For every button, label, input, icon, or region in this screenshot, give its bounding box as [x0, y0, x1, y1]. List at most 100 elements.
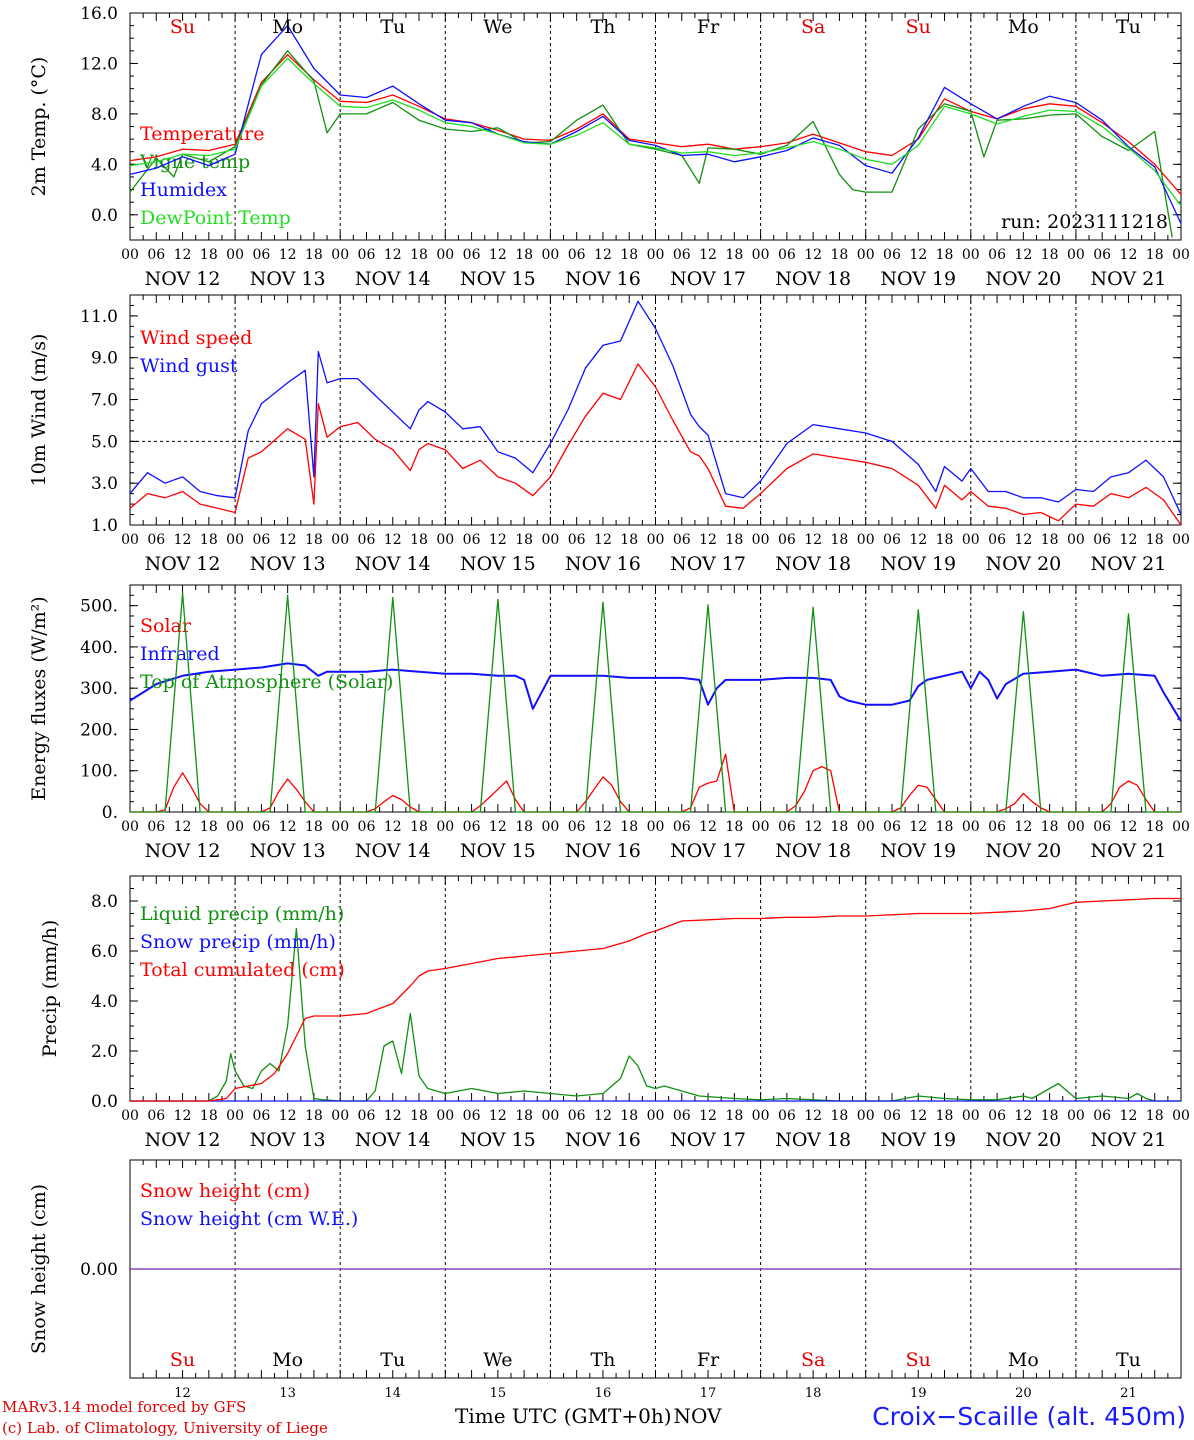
legend-entry: DewPoint Temp: [140, 207, 291, 229]
hour-tick-label: 18: [1041, 819, 1059, 835]
panel-3: 0. 100. 200. 300. 400. 500. Energy fluxes (W/m…: [28, 584, 1190, 862]
hour-tick-label: 06: [988, 1108, 1006, 1124]
legend-entry: Total cumulated (cm): [140, 959, 345, 981]
day-number-label: 14: [384, 1386, 401, 1401]
date-label: NOV 17: [670, 840, 746, 862]
hour-tick-label: 12: [804, 819, 822, 835]
hour-tick-label: 12: [279, 247, 297, 263]
hour-tick-label: 06: [463, 1108, 481, 1124]
date-label: NOV 16: [565, 553, 641, 575]
hour-tick-label: 18: [725, 1108, 743, 1124]
date-label: NOV 16: [565, 268, 641, 290]
hour-tick-label: 00: [436, 247, 454, 263]
hour-tick-label: 18: [725, 819, 743, 835]
panel-4: 0.0 2.0 4.0 6.0 8.0 Precip (mm/h) Liquid preci…: [39, 875, 1190, 1151]
hour-tick-label: 00: [1067, 1108, 1085, 1124]
y-tick-label: 0.0: [91, 206, 118, 226]
series-line-wind-gust: [129, 300, 1182, 515]
legend-entry: Snow height (cm W.E.): [140, 1208, 358, 1230]
hour-tick-label: 06: [1093, 819, 1111, 835]
date-label: NOV 17: [670, 1129, 746, 1151]
hour-tick-label: 00: [962, 1108, 980, 1124]
weekday-label: We: [483, 16, 512, 38]
hour-tick-label: 06: [463, 532, 481, 548]
hour-tick-label: 18: [1146, 532, 1164, 548]
date-label: NOV 13: [250, 840, 326, 862]
time-axis-label: Time UTC (GMT+0h) NOV: [455, 1404, 722, 1428]
hour-tick-label: 18: [410, 1108, 428, 1124]
hour-tick-label: 00: [436, 1108, 454, 1124]
weekday-label: Th: [590, 16, 615, 38]
hour-tick-label: 06: [883, 1108, 901, 1124]
hour-tick-label: 12: [279, 532, 297, 548]
y-axis-label: 2m Temp. (°C): [28, 57, 50, 197]
hour-tick-label: 12: [594, 1108, 612, 1124]
hour-tick-label: 18: [620, 819, 638, 835]
legend-entry: Top of Atmosphere (Solar): [140, 671, 393, 693]
hour-tick-label: 12: [1120, 247, 1138, 263]
hour-tick-label: 12: [594, 247, 612, 263]
date-label: NOV 12: [145, 268, 221, 290]
date-label: NOV 12: [145, 840, 221, 862]
y-tick-label: 1.0: [91, 516, 118, 536]
day-number-label: 17: [700, 1386, 717, 1401]
hour-tick-label: 00: [121, 819, 139, 835]
date-label: NOV 14: [355, 268, 431, 290]
hour-tick-label: 06: [1093, 247, 1111, 263]
hour-tick-label: 18: [831, 819, 849, 835]
date-label: NOV 13: [250, 553, 326, 575]
hour-tick-label: 06: [988, 247, 1006, 263]
weekday-label: Su: [170, 16, 195, 38]
hour-tick-label: 12: [489, 532, 507, 548]
hour-tick-label: 12: [1120, 819, 1138, 835]
hour-tick-label: 00: [541, 247, 559, 263]
hour-tick-label: 06: [147, 1108, 165, 1124]
hour-tick-label: 12: [594, 532, 612, 548]
hour-tick-label: 18: [305, 1108, 323, 1124]
series-line-infrared: [129, 662, 1182, 722]
hour-tick-label: 12: [489, 1108, 507, 1124]
hour-tick-label: 18: [1041, 1108, 1059, 1124]
date-label: NOV 20: [985, 553, 1061, 575]
hour-tick-label: 06: [358, 819, 376, 835]
hour-tick-label: 06: [568, 819, 586, 835]
weekday-label: Mo: [1008, 1349, 1039, 1371]
panel-1: 0.0 4.0 8.0 12.0 16.0 2m Temp. (°C) Temperatur…: [28, 4, 1190, 290]
hour-tick-label: 18: [410, 819, 428, 835]
y-tick-label: 9.0: [91, 349, 118, 369]
weekday-label: Sa: [801, 1349, 825, 1371]
hour-tick-label: 18: [1041, 247, 1059, 263]
hour-tick-label: 00: [857, 819, 875, 835]
date-label: NOV 17: [670, 553, 746, 575]
series-line-wind-speed: [129, 363, 1182, 526]
hour-tick-label: 12: [909, 819, 927, 835]
hour-tick-label: 06: [673, 819, 691, 835]
hour-tick-label: 00: [226, 1108, 244, 1124]
hour-tick-label: 18: [1146, 247, 1164, 263]
hour-tick-label: 06: [778, 532, 796, 548]
hour-tick-label: 12: [804, 1108, 822, 1124]
series-line-total-cumulated-cm-: [130, 897, 1181, 1102]
date-label: NOV 19: [880, 268, 956, 290]
y-tick-label: 8.0: [91, 105, 118, 125]
y-tick-label: 200.: [80, 720, 118, 740]
hour-tick-label: 12: [489, 247, 507, 263]
hour-tick-label: 18: [936, 1108, 954, 1124]
hour-tick-label: 12: [699, 247, 717, 263]
date-label: NOV 18: [775, 840, 851, 862]
hour-tick-label: 00: [962, 532, 980, 548]
legend-entry: Wind speed: [140, 327, 252, 349]
day-number-label: 13: [279, 1386, 296, 1401]
hour-tick-label: 06: [358, 532, 376, 548]
weekday-label: Su: [170, 1349, 195, 1371]
hour-tick-label: 12: [384, 532, 402, 548]
date-label: NOV 17: [670, 268, 746, 290]
hour-tick-label: 00: [752, 532, 770, 548]
y-tick-label: 16.0: [80, 4, 118, 24]
y-tick-label: 0.0: [91, 1092, 118, 1112]
date-label: NOV 15: [460, 553, 536, 575]
hour-tick-label: 00: [331, 1108, 349, 1124]
panel-2: 1.0 3.0 5.0 7.0 9.0 11.0 10m Wind (m/s) Wind sp…: [28, 294, 1190, 575]
hour-tick-label: 06: [147, 819, 165, 835]
date-label: NOV 20: [985, 1129, 1061, 1151]
